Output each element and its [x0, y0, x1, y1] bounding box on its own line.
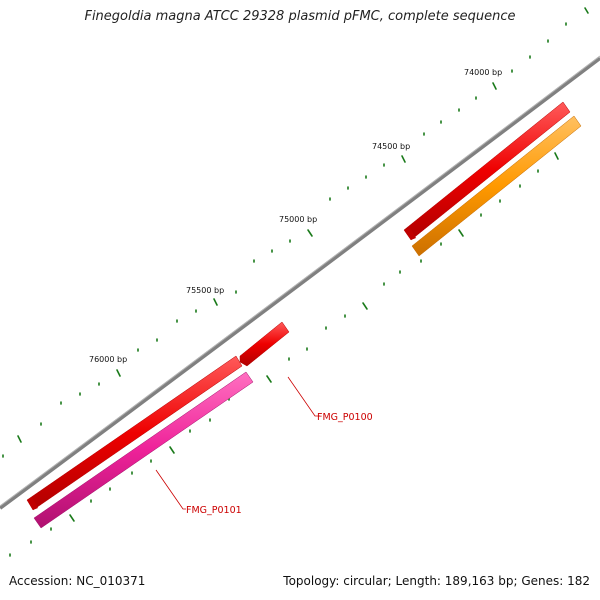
tick-mark: [492, 82, 497, 90]
gene-fmg-p0100[interactable]: [239, 321, 290, 367]
label-connector-fmg-p0101: [155, 469, 186, 510]
tick-label: 74500 bp: [372, 142, 410, 151]
tick-label: 75500 bp: [186, 286, 224, 295]
tick-mark: [554, 152, 559, 160]
tick-label: 76000 bp: [89, 355, 127, 364]
map-title: Finegoldia magna ATCC 29328 plasmid pFMC…: [84, 9, 516, 24]
plasmid-backbone: [0, 56, 600, 510]
tick-mark: [307, 229, 313, 237]
gene-forward-top-right[interactable]: [403, 101, 571, 241]
tick-mark: [213, 298, 218, 306]
gene-label-fmg-p0100[interactable]: FMG_P0100: [317, 412, 373, 423]
gene-label-fmg-p0101[interactable]: FMG_P0101: [186, 505, 242, 516]
tick-mark: [116, 369, 121, 377]
map-summary-text: Topology: circular; Length: 189,163 bp; …: [283, 574, 590, 588]
tick-mark: [584, 7, 589, 14]
accession-text: Accession: NC_010371: [9, 574, 146, 588]
gene-fmg-p0101[interactable]: [26, 355, 243, 511]
gene-reverse-pink[interactable]: [33, 371, 254, 529]
gene-reverse-orange[interactable]: [411, 115, 582, 257]
tick-mark: [169, 446, 175, 454]
label-connector-fmg-p0100: [287, 376, 320, 417]
tick-mark: [362, 302, 368, 310]
tick-mark: [17, 435, 22, 443]
tick-mark: [266, 375, 272, 383]
tick-mark: [401, 155, 406, 163]
tick-mark: [458, 229, 464, 237]
tick-label: 75000 bp: [279, 215, 317, 224]
tick-label: 74000 bp: [464, 68, 502, 77]
tick-marks: [2, 7, 589, 557]
tick-mark: [69, 514, 75, 522]
